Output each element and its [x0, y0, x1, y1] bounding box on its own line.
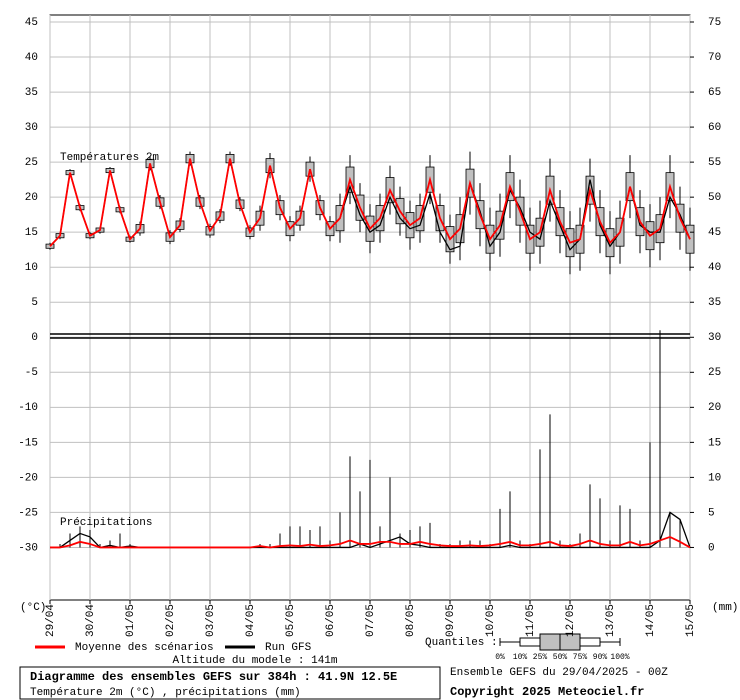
altitude: Altitude du modele : 141m [172, 655, 337, 667]
x-tick-label: 30/04 [85, 604, 97, 637]
x-tick-label: 06/05 [325, 604, 337, 637]
y2-tick-label: 55 [708, 157, 721, 169]
x-tick-label: 02/05 [165, 604, 177, 637]
y2-tick-label: 15 [708, 437, 721, 449]
y-tick-label: 40 [25, 52, 38, 64]
chart-title: Diagramme des ensembles GEFS sur 384h : … [30, 670, 397, 684]
annotation: Précipitations [60, 517, 152, 529]
y2-tick-label: 5 [708, 507, 715, 519]
quantile-level: 90% [593, 653, 608, 662]
quantile-levels: 0% 10% 25% 50% 75% 90% 100% [495, 653, 630, 662]
quantiles-label: Quantiles : [425, 637, 498, 649]
x-tick-label: 04/05 [245, 604, 257, 637]
x-tick-label: 03/05 [205, 604, 217, 637]
x-tick-label: 05/05 [285, 604, 297, 637]
y-tick-label: 30 [25, 122, 38, 134]
y2-tick-label: 70 [708, 52, 721, 64]
y-tick-label: -25 [18, 507, 38, 519]
x-tick-label: 08/05 [405, 604, 417, 637]
mean-temperature-line [49, 158, 691, 247]
y2-tick-label: 65 [708, 87, 721, 99]
y2-tick-label: 60 [708, 122, 721, 134]
chart-subtitle: Température 2m (°C) , précipitations (mm… [30, 687, 301, 699]
x-tick-label: 13/05 [605, 604, 617, 637]
quantile-level: 25% [533, 653, 548, 662]
x-tick-label: 01/05 [125, 604, 137, 637]
y2-tick-label: 30 [708, 332, 721, 344]
quantile-level: 0% [495, 653, 505, 662]
y2-tick-label: 20 [708, 402, 721, 414]
x-tick-label: 09/05 [445, 604, 457, 637]
quantile-level: 100% [610, 653, 629, 662]
copyright: Copyright 2025 Meteociel.fr [450, 685, 644, 699]
x-tick-label: 29/04 [45, 604, 57, 637]
marks [45, 151, 695, 549]
x-tick-label: 07/05 [365, 604, 377, 637]
run-info: Ensemble GEFS du 29/04/2025 - 00Z [450, 667, 668, 679]
y2-tick-label: 45 [708, 227, 721, 239]
y-tick-label: 10 [25, 262, 38, 274]
y2-tick-label: 25 [708, 367, 721, 379]
x-tick-label: 12/05 [565, 604, 577, 637]
y2-axis-label: (mm) [712, 602, 738, 614]
y-tick-label: -30 [18, 542, 38, 554]
x-tick-label: 10/05 [485, 604, 497, 637]
quantile-level: 75% [573, 653, 588, 662]
annotation: Températures 2m [60, 152, 159, 164]
x-tick-label: 15/05 [685, 604, 697, 637]
y-tick-label: 20 [25, 192, 38, 204]
y-tick-label: 45 [25, 17, 38, 29]
y2-tick-label: 10 [708, 472, 721, 484]
y-tick-label: 15 [25, 227, 38, 239]
quantile-level: 50% [553, 653, 568, 662]
x-tick-label: 11/05 [525, 604, 537, 637]
y2-tick-label: 50 [708, 192, 721, 204]
y-axis-label: (°C) [20, 602, 46, 614]
y2-tick-label: 75 [708, 17, 721, 29]
quantile-key [499, 633, 621, 651]
mean-precip-line [50, 535, 691, 549]
y-tick-label: -20 [18, 472, 38, 484]
y-tick-label: -5 [25, 367, 38, 379]
y-tick-label: -10 [18, 402, 38, 414]
y2-tick-label: 35 [708, 297, 721, 309]
y-tick-label: 0 [31, 332, 38, 344]
y-tick-label: -15 [18, 437, 38, 449]
quantile-level: 10% [513, 653, 528, 662]
legend-label: Moyenne des scénarios [75, 642, 214, 654]
y-tick-label: 35 [25, 87, 38, 99]
y-tick-label: 25 [25, 157, 38, 169]
y-tick-label: 5 [31, 297, 38, 309]
y2-tick-label: 0 [708, 542, 715, 554]
y2-tick-label: 40 [708, 262, 721, 274]
legend-label: Run GFS [265, 642, 312, 654]
title-box [19, 666, 441, 700]
x-tick-label: 14/05 [645, 604, 657, 637]
